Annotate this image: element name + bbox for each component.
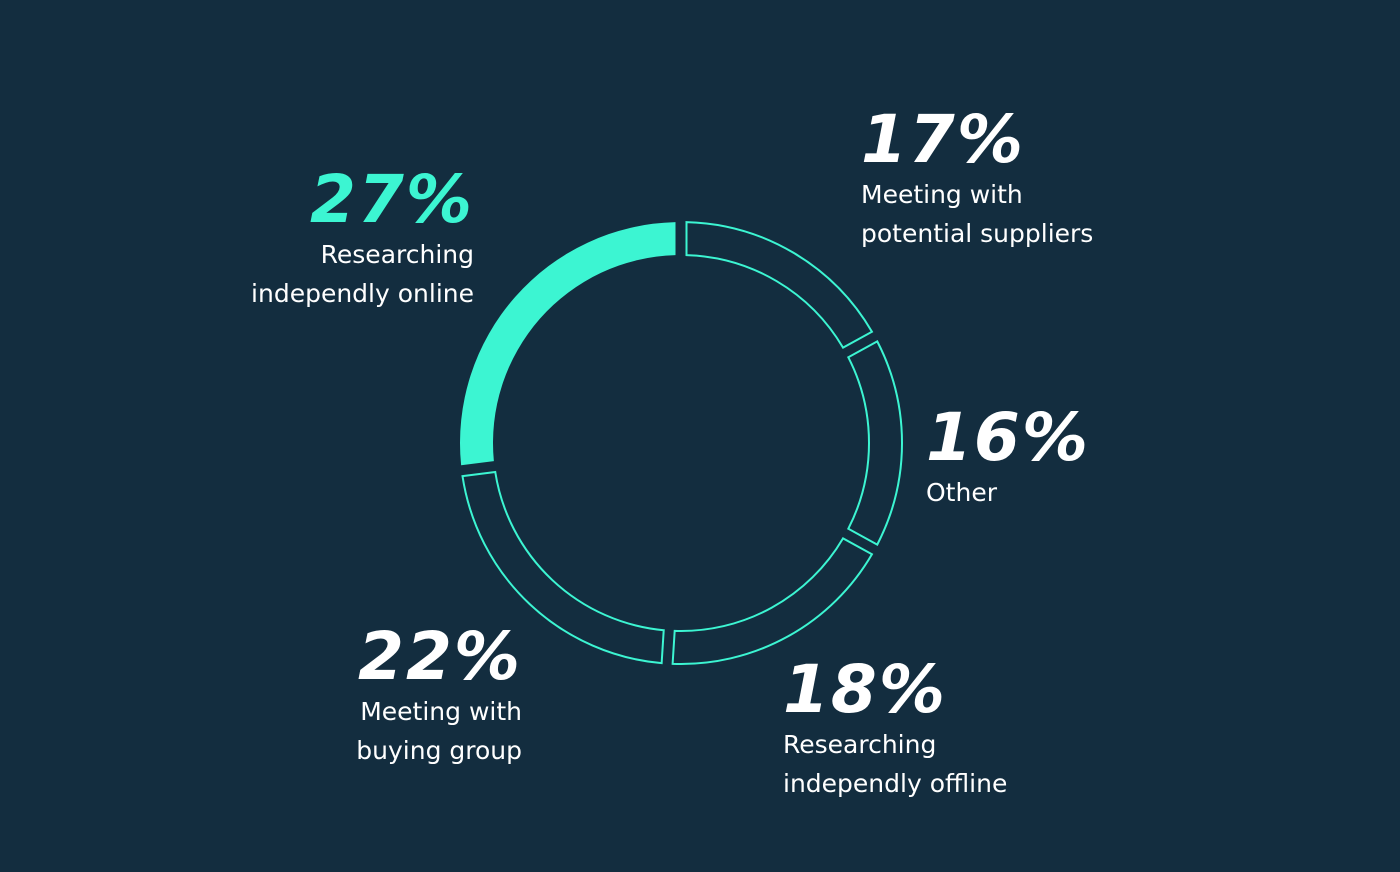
slice-desc-offline-line1: Researching bbox=[783, 730, 937, 759]
slice-value-other: 16% bbox=[926, 399, 1090, 476]
slice-label-offline: 18% Researching independly offline bbox=[783, 655, 1007, 803]
slice-desc-buying-line2: buying group bbox=[356, 736, 522, 765]
slice-desc-offline-line2: independly offline bbox=[783, 769, 1008, 798]
slice-desc-other-line1: Other bbox=[926, 478, 997, 507]
slice-desc-suppliers-line1: Meeting with bbox=[861, 180, 1023, 209]
slice-label-online: 27% Researching independly online bbox=[251, 165, 474, 313]
donut-segment-offline bbox=[671, 537, 874, 665]
slice-desc-suppliers-line2: potential suppliers bbox=[861, 219, 1094, 248]
slice-desc-online-line2: independly online bbox=[251, 279, 474, 308]
donut-segment-buying bbox=[461, 470, 665, 665]
slice-value-buying: 22% bbox=[358, 618, 522, 695]
donut-segment-online bbox=[460, 222, 676, 466]
donut-segment-suppliers bbox=[685, 221, 874, 349]
slice-label-suppliers: 17% Meeting with potential suppliers bbox=[861, 105, 1093, 253]
slice-label-buying: 22% Meeting with buying group bbox=[356, 622, 522, 770]
slice-desc-buying-line1: Meeting with bbox=[360, 697, 522, 726]
slice-value-suppliers: 17% bbox=[861, 101, 1025, 178]
slice-value-offline: 18% bbox=[783, 651, 947, 728]
slice-value-online: 27% bbox=[310, 161, 474, 238]
slice-desc-online-line1: Researching bbox=[320, 240, 474, 269]
donut-segment-other bbox=[846, 340, 903, 546]
slice-label-other: 16% Other bbox=[926, 403, 1090, 512]
